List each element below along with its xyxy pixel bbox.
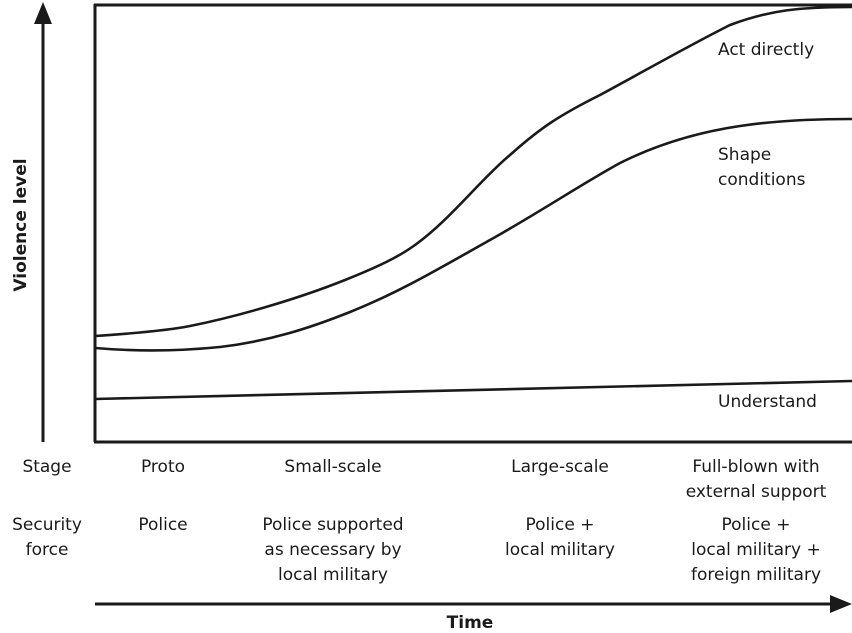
row-cell-line: Police supported: [262, 515, 403, 535]
row-cell-line: local military: [278, 565, 388, 585]
row-cell-line: local military +: [691, 540, 821, 560]
row-cell-line: as necessary by: [264, 540, 401, 560]
y-axis-label: Violence level: [11, 158, 31, 291]
curve-label-line: Understand: [718, 392, 817, 412]
row-cell-line: foreign military: [691, 565, 821, 585]
row-cell: Police + local military: [505, 515, 615, 560]
y-arrow-head: [34, 2, 52, 24]
row-cell-line: Large-scale: [511, 457, 609, 477]
curve: [94, 379, 852, 401]
row-cell-line: Small-scale: [284, 457, 381, 477]
row-cell: Proto: [141, 457, 185, 477]
x-axis-label: Time: [447, 613, 494, 633]
row-cell-line: local military: [505, 540, 615, 560]
row-cell: Small-scale: [284, 457, 381, 477]
row-header-line: Security: [12, 515, 82, 535]
row-header-line: force: [26, 540, 69, 560]
row-header-line: Stage: [22, 457, 71, 477]
row-header: Security force: [12, 515, 82, 560]
x-arrow-head: [830, 595, 852, 613]
curve-label: Understand: [718, 392, 817, 412]
curve-label: Act directly: [718, 40, 814, 60]
row-cell-line: external support: [686, 482, 827, 502]
row-cell: Police: [138, 515, 187, 535]
curve: [94, 117, 852, 352]
row-cell-line: Police +: [722, 515, 791, 535]
curve-label: Shape conditions: [718, 145, 806, 190]
curve-label-line: conditions: [718, 170, 806, 190]
row-cell-line: Proto: [141, 457, 185, 477]
row-cell-line: Police: [138, 515, 187, 535]
row-cell: Full-blown with external support: [686, 457, 827, 502]
row-cell-line: Police +: [526, 515, 595, 535]
row-header: Stage: [22, 457, 71, 477]
row-cell: Police supported as necessary by local mil…: [262, 515, 403, 585]
row-cell: Police + local military + foreign military: [691, 515, 821, 585]
row-cell: Large-scale: [511, 457, 609, 477]
curve: [94, 5, 852, 338]
curve-label-line: Shape: [718, 145, 771, 165]
curve-label-line: Act directly: [718, 40, 814, 60]
row-cell-line: Full-blown with: [692, 457, 819, 477]
